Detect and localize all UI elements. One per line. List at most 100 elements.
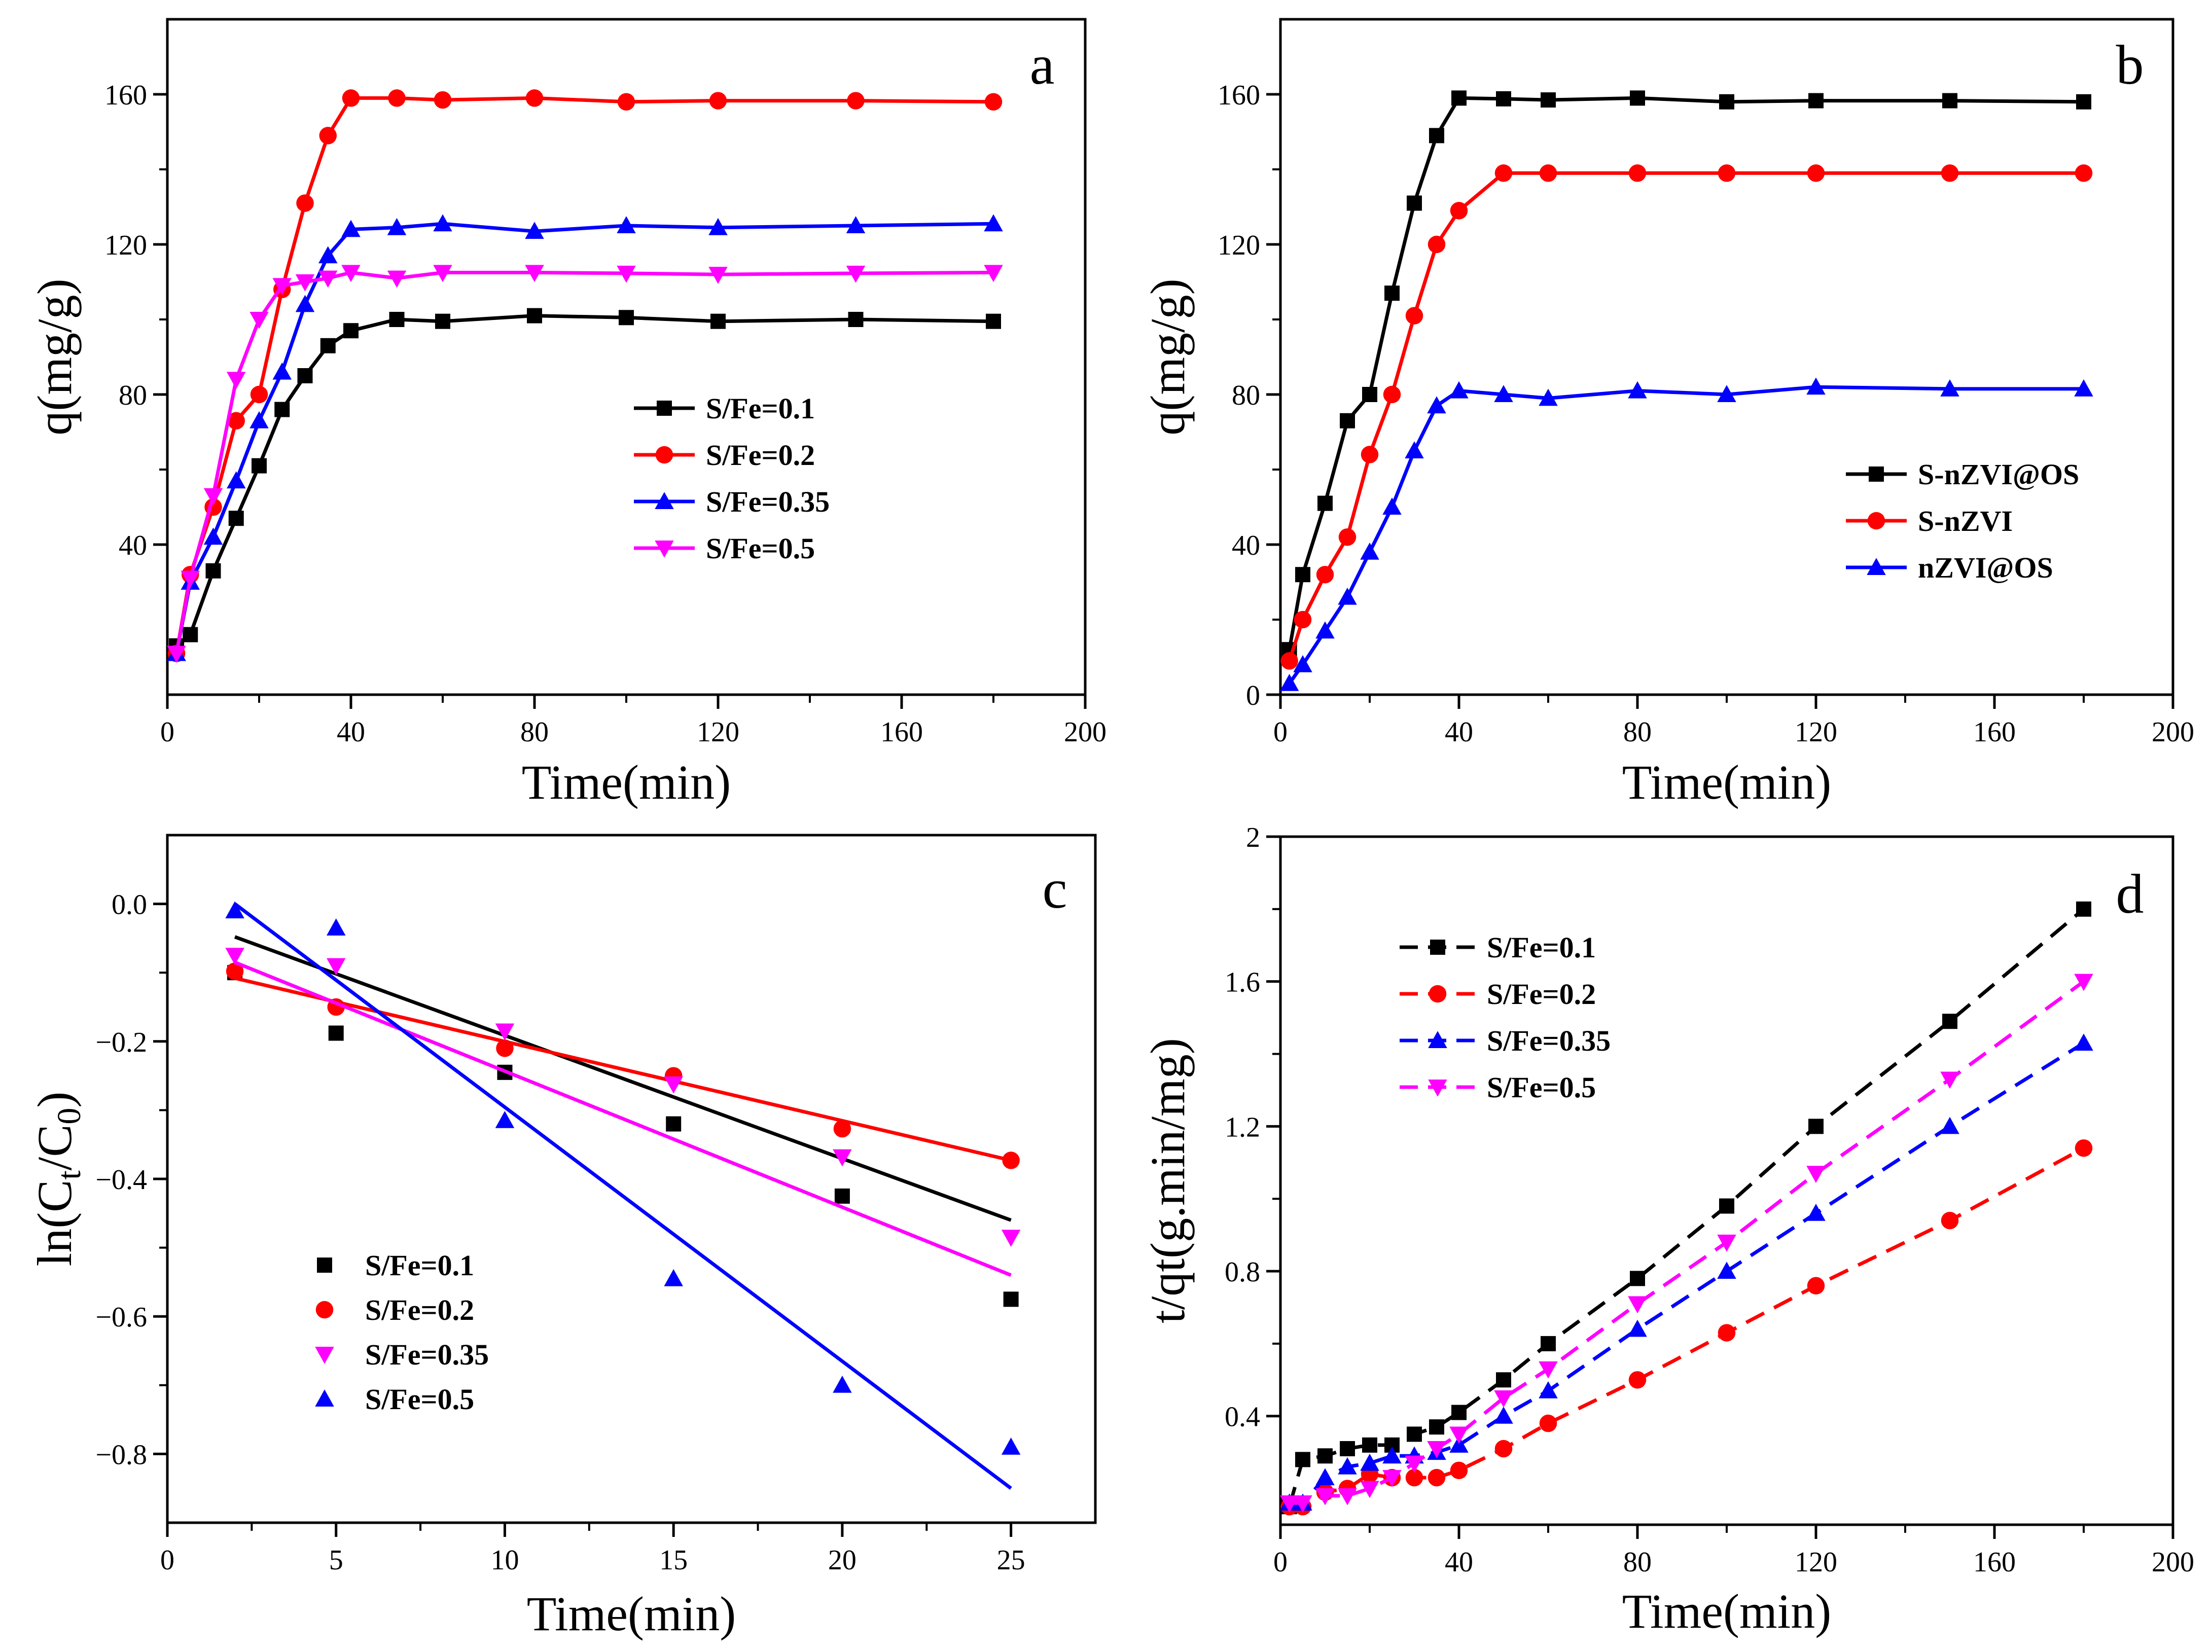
- legend-label: S/Fe=0.5: [1487, 1071, 1596, 1104]
- data-point: [1628, 1319, 1647, 1337]
- data-point: [1382, 1446, 1402, 1464]
- y-tick-label: −0.2: [95, 1027, 147, 1058]
- data-point: [1001, 1438, 1021, 1455]
- data-point: [205, 563, 221, 579]
- x-tick-label: 160: [1973, 1547, 2016, 1578]
- legend-marker: [317, 1258, 332, 1273]
- legend-marker: [315, 1389, 334, 1407]
- data-point: [2074, 1033, 2093, 1051]
- data-point: [1539, 388, 1558, 406]
- data-point: [389, 312, 405, 327]
- data-point: [1717, 1234, 1736, 1252]
- data-point: [1941, 164, 1959, 182]
- data-point: [1384, 285, 1400, 301]
- legend-entry: S/Fe=0.1: [634, 392, 815, 425]
- data-point: [1942, 1014, 1957, 1029]
- data-point: [272, 362, 292, 380]
- series-SFe=0.35: [1279, 1033, 2093, 1511]
- data-point: [326, 918, 346, 936]
- data-point: [1315, 621, 1335, 639]
- data-point: [203, 527, 223, 545]
- data-point: [1427, 1441, 1446, 1458]
- data-point: [1717, 385, 1736, 402]
- data-point: [1539, 1361, 1558, 1379]
- data-point: [1428, 235, 1446, 254]
- data-point: [1338, 1488, 1357, 1505]
- legend-marker: [1430, 940, 1445, 955]
- data-point: [2076, 94, 2091, 110]
- legend-label: S/Fe=0.1: [365, 1249, 474, 1282]
- y-tick-label: 160: [1218, 80, 1260, 111]
- data-point: [986, 313, 1001, 329]
- data-point: [1315, 1488, 1335, 1505]
- data-point: [1541, 92, 1556, 108]
- data-point: [710, 313, 726, 329]
- data-point: [848, 312, 864, 327]
- x-tick-label: 0: [1273, 716, 1288, 748]
- legend-marker: [1869, 466, 1884, 482]
- data-point: [1316, 565, 1334, 584]
- data-point: [495, 1023, 515, 1041]
- series-line: [174, 222, 994, 654]
- legend-label: S/Fe=0.35: [706, 485, 830, 518]
- x-tick-label: 200: [1064, 716, 1107, 748]
- data-point: [274, 402, 290, 417]
- data-point: [664, 1076, 683, 1094]
- series-line: [1288, 908, 2085, 1507]
- data-point: [2074, 379, 2093, 397]
- data-point: [1405, 441, 1424, 458]
- data-point: [434, 91, 452, 109]
- data-point: [1405, 307, 1423, 325]
- x-tick-label: 40: [337, 716, 365, 748]
- x-tick-label: 5: [329, 1545, 343, 1576]
- x-tick-label: 200: [2152, 716, 2194, 748]
- data-point: [433, 214, 452, 232]
- data-point: [1494, 1390, 1513, 1408]
- x-tick-label: 0: [160, 716, 174, 748]
- data-point: [1338, 587, 1357, 605]
- y-tick-label: −0.6: [95, 1302, 147, 1333]
- data-point: [2076, 901, 2091, 917]
- data-point: [1717, 1262, 1736, 1279]
- panel-c: 0 5 10 15 20 25 0.0 −0.2 −0.4 −0.6 −0.8 Time(min) ln…: [27, 834, 1097, 1641]
- x-axis-title: Time(min): [527, 1587, 736, 1641]
- data-point: [666, 1116, 682, 1132]
- data-point: [1340, 413, 1355, 428]
- data-point: [1539, 1381, 1558, 1398]
- x-tick-label: 120: [697, 716, 739, 748]
- legend-label: S/Fe=0.2: [1487, 978, 1596, 1011]
- data-point: [1449, 1435, 1469, 1453]
- data-point: [181, 570, 200, 588]
- data-point: [226, 962, 244, 980]
- data-point: [319, 127, 337, 145]
- x-tick-label: 160: [880, 716, 923, 748]
- data-point: [1382, 1470, 1402, 1487]
- data-point: [343, 323, 359, 339]
- data-point: [1279, 1495, 1299, 1513]
- data-point: [183, 627, 198, 642]
- data-point: [1719, 94, 1734, 110]
- data-point: [1429, 128, 1444, 143]
- legend-marker: [1428, 1031, 1447, 1048]
- data-point: [1428, 1468, 1446, 1487]
- series-line: [1288, 96, 2084, 650]
- data-point: [708, 267, 728, 284]
- legend-marker: [655, 541, 674, 558]
- data-point: [1806, 1204, 1826, 1221]
- legend-label: S/Fe=0.1: [706, 392, 815, 425]
- data-point: [1449, 381, 1469, 399]
- data-point: [1539, 1414, 1557, 1432]
- legend-label: S/Fe=0.5: [706, 532, 815, 565]
- data-point: [1628, 1371, 1647, 1389]
- data-point: [1280, 652, 1298, 670]
- legend-label: S/Fe=0.35: [1487, 1024, 1611, 1057]
- y-tick-label: −0.4: [95, 1164, 147, 1196]
- data-point: [846, 265, 866, 283]
- data-point: [1628, 1296, 1647, 1314]
- legend-entry: nZVI@OS: [1846, 551, 2053, 584]
- y-tick-label: 80: [1232, 380, 1260, 411]
- data-point: [1295, 1452, 1310, 1467]
- legend: S/Fe=0.1 S/Fe=0.2 S/Fe=0.35 S/Fe=0.5: [1400, 931, 1611, 1104]
- legend-marker: [1867, 512, 1885, 530]
- x-tick-label: 80: [520, 716, 549, 748]
